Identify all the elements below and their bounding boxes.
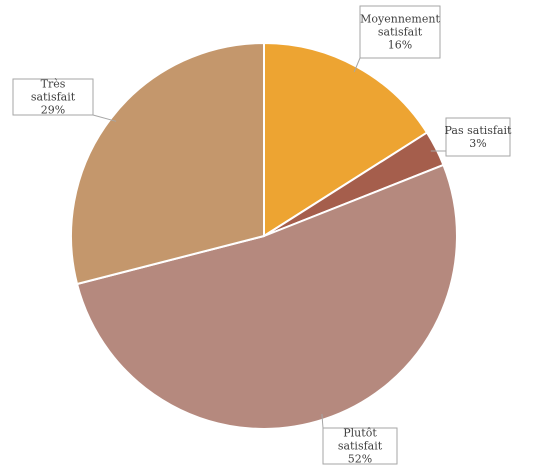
callout-box-moyennement-satisfait [359,5,441,59]
leader-line-plutot-satisfait [321,413,324,429]
pie-slice-tres-satisfait [70,41,265,286]
pie-slice-moyennement-satisfait [263,41,429,238]
leader-line-tres-satisfait [92,114,117,122]
data-label-pas-satisfait: Pas satisfait 3% [445,124,513,150]
callout-box-pas-satisfait [445,117,511,157]
leader-line-moyennement-satisfait [353,57,361,73]
callout-box-tres-satisfait [12,78,94,116]
callout-box-plutot-satisfait [322,427,398,465]
data-label-callouts: Moyennement satisfait 16% Pas satisfait 3% Pl… [12,5,513,465]
data-label-moyennement-satisfait: Moyennement satisfait 16% [360,13,440,52]
pie-slices [70,41,458,430]
data-label-plutot-satisfait: Plutôt satisfait 52% [338,427,383,465]
data-label-tres-satisfait: Très satisfait 29% [31,78,76,117]
pie-slice-plutot-satisfait [75,163,458,430]
